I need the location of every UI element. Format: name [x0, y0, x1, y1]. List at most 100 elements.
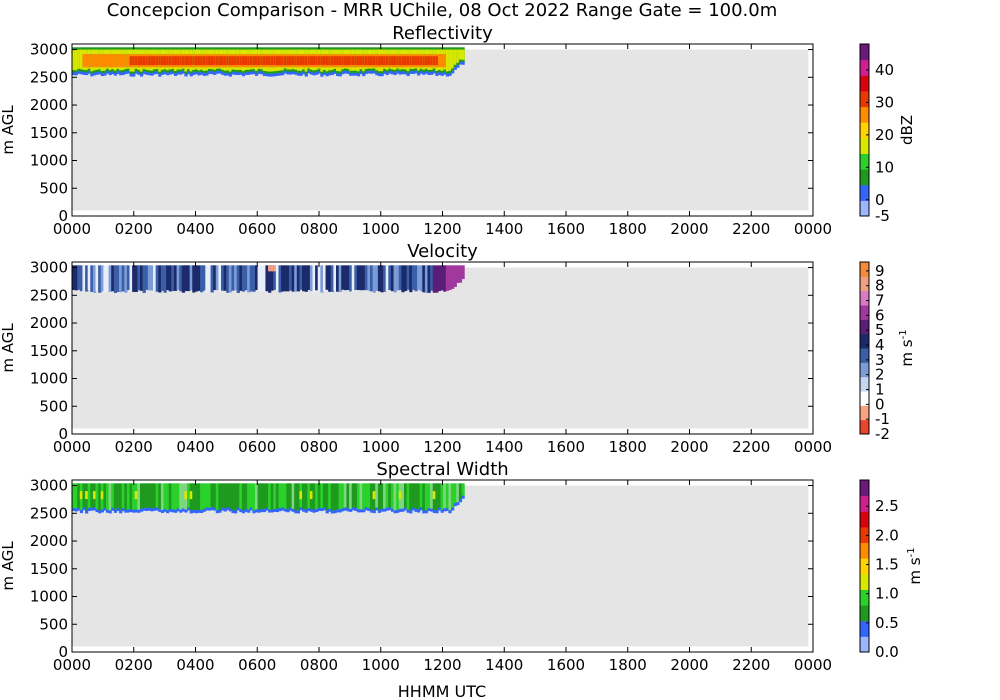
width-base-cell	[299, 507, 303, 511]
refl-peak-cell	[163, 56, 167, 66]
refl-peak-cell	[142, 56, 146, 66]
refl-mid-cell	[448, 49, 452, 71]
width-cell	[163, 483, 167, 510]
colorbar-segment	[860, 620, 869, 637]
vel-cell	[432, 265, 436, 293]
refl-base-cell	[234, 72, 238, 75]
vel-cell	[187, 265, 191, 292]
refl-peak-cell	[281, 56, 285, 66]
width-high-cell	[92, 491, 97, 500]
vel-cell	[456, 265, 460, 283]
refl-base-cell	[383, 71, 387, 74]
refl-peak-cell	[231, 56, 235, 66]
refl-peak-cell	[336, 56, 340, 66]
width-base-cell	[129, 509, 133, 513]
vel-cell	[278, 265, 282, 293]
refl-peak-cell	[354, 56, 358, 66]
width-cell	[262, 483, 267, 510]
refl-peak-cell	[129, 56, 133, 66]
vel-cell	[356, 265, 361, 291]
width-base-cell	[451, 507, 455, 511]
refl-base-cell	[302, 71, 306, 75]
width-base-cell	[440, 509, 444, 513]
refl-peak-cell	[333, 56, 337, 66]
refl-peak-cell	[244, 56, 248, 66]
refl-peak-cell	[432, 56, 436, 66]
refl-peak-cell	[228, 56, 233, 66]
width-cell	[116, 483, 120, 509]
width-base-cell	[390, 508, 395, 512]
width-base-cell	[163, 508, 167, 512]
vel-cell	[322, 265, 327, 292]
refl-peak-cell	[409, 56, 413, 66]
width-base-cell	[338, 509, 342, 513]
width-base-cell	[92, 507, 97, 511]
width-cell	[451, 483, 455, 509]
width-cell	[111, 483, 115, 509]
refl-base-cell	[260, 71, 264, 75]
x-tick-label: 0800	[300, 220, 338, 238]
width-base-cell	[95, 509, 99, 513]
width-cell	[437, 483, 442, 509]
refl-peak-cell	[322, 56, 327, 66]
panel-spectral-width: Spectral Width 0 500 1000 1500 2000 2500 3000 m …	[0, 459, 924, 674]
refl-base-cell	[79, 71, 84, 75]
refl-base-cell	[200, 71, 204, 75]
refl-base-cell	[432, 70, 436, 74]
refl-peak-cell	[160, 56, 165, 66]
width-cell	[194, 483, 199, 511]
width-cell	[456, 483, 460, 503]
width-cell	[317, 483, 321, 509]
vel-cell	[262, 265, 267, 292]
x-tick-label: 1600	[547, 656, 585, 674]
width-base-cell	[411, 507, 416, 511]
y-tick-label: 2500	[30, 68, 68, 86]
vel-cell	[179, 265, 183, 292]
width-base-cell	[330, 510, 335, 514]
y-tick-label: 500	[39, 397, 68, 415]
vel-cell	[132, 265, 136, 292]
width-base-cell	[328, 508, 332, 512]
width-cell	[315, 483, 319, 510]
width-base-cell	[315, 508, 319, 512]
vel-cell	[210, 265, 214, 293]
refl-base-cell	[262, 73, 267, 76]
refl-base-cell	[448, 73, 452, 76]
width-cell	[254, 483, 259, 510]
x-tick-label: 1400	[485, 438, 523, 456]
vel-cell	[160, 265, 165, 291]
refl-peak-cell	[85, 56, 89, 66]
width-base-cell	[179, 509, 183, 513]
y-tick-label: 1000	[30, 588, 68, 606]
refl-peak-cell	[221, 56, 225, 66]
colorbar-tick-label: 0	[875, 395, 885, 413]
refl-base-cell	[372, 70, 376, 74]
refl-base-cell	[362, 73, 366, 77]
vel-cell	[443, 265, 447, 292]
width-cell	[82, 483, 86, 508]
width-cell	[304, 483, 308, 511]
refl-peak-cell	[338, 56, 342, 66]
width-base-cell	[443, 508, 447, 512]
refl-base-cell	[325, 73, 329, 77]
refl-peak-cell	[380, 56, 384, 66]
refl-base-cell	[241, 73, 246, 77]
width-cell	[296, 483, 301, 511]
vel-cell	[72, 265, 76, 291]
vel-cell	[367, 265, 371, 291]
refl-base-cell	[244, 72, 248, 75]
refl-base-cell	[207, 71, 212, 74]
vel-cell	[228, 265, 233, 293]
width-base-cell	[346, 508, 350, 512]
x-tick-label: 0600	[238, 438, 276, 456]
width-cell	[356, 483, 361, 510]
refl-base-cell	[247, 72, 251, 75]
refl-base-cell	[315, 72, 319, 75]
width-base-cell	[85, 510, 89, 514]
refl-base-cell	[304, 73, 308, 77]
vel-cell	[461, 265, 465, 280]
width-cell	[168, 483, 172, 510]
x-tick-label: 1800	[609, 220, 647, 238]
refl-base-cell	[168, 71, 172, 75]
width-cell	[448, 483, 452, 511]
